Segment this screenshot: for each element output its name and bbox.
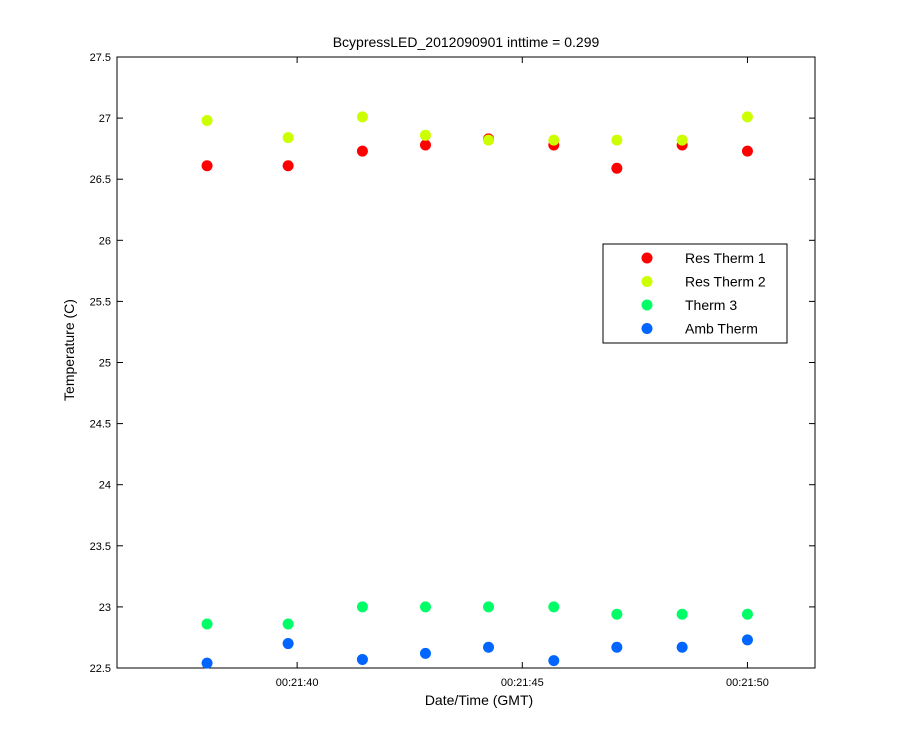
plot-area [116, 56, 816, 669]
legend-label: Therm 3 [685, 297, 737, 313]
data-point-res-therm-2 [419, 129, 431, 141]
data-point-amb-therm [282, 638, 294, 650]
data-point-amb-therm [611, 641, 623, 653]
data-point-amb-therm [483, 641, 495, 653]
y-axis-label: Temperature (C) [61, 299, 77, 401]
data-point-res-therm-1 [282, 160, 294, 172]
y-tick-label: 23.5 [90, 541, 111, 553]
y-tick-label: 23 [99, 602, 111, 614]
data-point-amb-therm [201, 657, 213, 669]
legend-label: Amb Therm [685, 321, 758, 337]
data-point-res-therm-1 [419, 139, 431, 151]
legend-marker [641, 276, 653, 287]
data-point-res-therm-2 [611, 134, 623, 146]
data-point-therm-3 [419, 601, 431, 613]
axes: 22.5 23 23.5 24 24.5 25 25.5 26 26.5 27 27.5 00:21:… [90, 52, 815, 689]
legend-label: Res Therm 1 [685, 250, 766, 266]
legend-label: Res Therm 2 [685, 274, 766, 290]
data-point-amb-therm [676, 641, 688, 653]
data-point-amb-therm [356, 653, 368, 665]
data-point-res-therm-1 [741, 145, 753, 157]
x-tick-label: 00:21:50 [726, 677, 769, 689]
data-point-therm-3 [356, 601, 368, 613]
legend-marker [641, 299, 653, 311]
data-point-amb-therm [419, 647, 431, 659]
legend-box [602, 243, 788, 344]
data-point-therm-3 [483, 601, 495, 613]
y-tick-label: 27.5 [90, 52, 111, 64]
data-point-res-therm-2 [483, 134, 495, 146]
data-points [201, 111, 753, 669]
data-point-amb-therm [741, 634, 753, 646]
y-tick-label: 27 [99, 113, 111, 125]
data-point-res-therm-2 [676, 134, 688, 146]
y-tick-label: 25 [99, 358, 111, 370]
data-point-therm-3 [548, 601, 560, 613]
data-point-res-therm-2 [201, 115, 213, 127]
legend-marker [641, 323, 653, 334]
x-tick-label: 00:21:40 [276, 677, 319, 689]
y-tick-label: 26 [99, 235, 111, 247]
y-tick-label: 22.5 [90, 663, 111, 675]
data-point-res-therm-2 [548, 134, 560, 146]
data-point-res-therm-2 [741, 111, 753, 123]
data-point-res-therm-1 [611, 162, 623, 174]
data-point-therm-3 [611, 608, 623, 620]
y-tick-label: 26.5 [90, 174, 111, 186]
data-point-therm-3 [201, 618, 213, 630]
data-point-therm-3 [676, 608, 688, 620]
y-tick-label: 25.5 [90, 296, 111, 308]
data-point-res-therm-2 [356, 111, 368, 123]
data-point-amb-therm [548, 655, 560, 667]
chart-title: BcypressLED_2012090901 inttime = 0.299 [333, 34, 600, 50]
data-point-res-therm-1 [201, 160, 213, 172]
data-point-res-therm-1 [356, 145, 368, 157]
data-point-therm-3 [741, 608, 753, 620]
x-tick-label: 00:21:45 [501, 677, 544, 689]
y-tick-label: 24 [99, 480, 111, 492]
data-point-therm-3 [282, 618, 294, 630]
legend: Res Therm 1 Res Therm 2 Therm 3 Amb Therm [602, 243, 788, 344]
legend-marker [641, 252, 653, 264]
x-axis-label: Date/Time (GMT) [425, 692, 533, 708]
data-point-res-therm-2 [282, 132, 294, 144]
y-tick-label: 24.5 [90, 419, 111, 431]
